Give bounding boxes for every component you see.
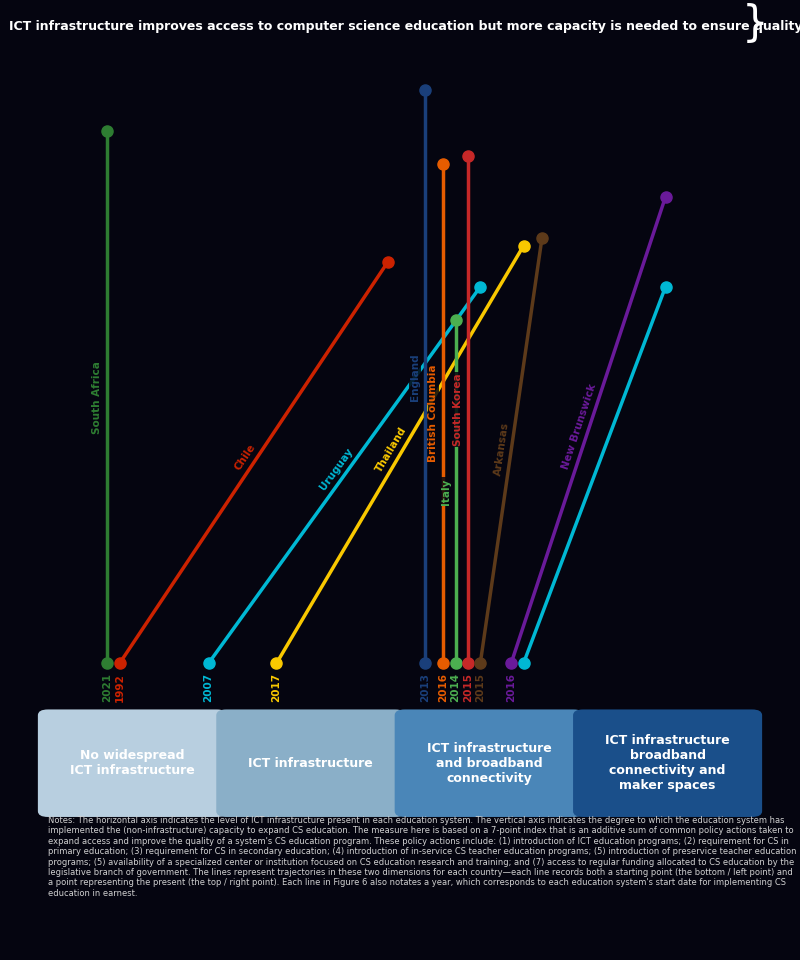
Text: ICT infrastructure
and broadband
connectivity: ICT infrastructure and broadband connect… — [427, 742, 551, 784]
Text: 2015: 2015 — [475, 673, 486, 702]
FancyBboxPatch shape — [394, 709, 584, 817]
Text: South Korea: South Korea — [453, 373, 463, 445]
Text: 2014: 2014 — [450, 673, 461, 702]
Text: 1992: 1992 — [114, 673, 125, 702]
FancyBboxPatch shape — [216, 709, 406, 817]
Text: 2013: 2013 — [420, 673, 430, 702]
FancyBboxPatch shape — [38, 709, 227, 817]
Text: Arkansas: Arkansas — [493, 421, 510, 476]
Text: 2007: 2007 — [203, 673, 214, 702]
Text: British Columbia: British Columbia — [429, 365, 438, 463]
Text: South Africa: South Africa — [93, 361, 102, 434]
Text: Thailand: Thailand — [374, 425, 409, 474]
FancyBboxPatch shape — [573, 709, 762, 817]
Text: Uruguay: Uruguay — [318, 446, 355, 492]
Text: 2016: 2016 — [438, 673, 448, 702]
Text: England: England — [410, 353, 420, 400]
Text: Chile: Chile — [233, 443, 258, 472]
Text: No widespread
ICT infrastructure: No widespread ICT infrastructure — [70, 749, 194, 778]
Text: Italy: Italy — [441, 478, 450, 505]
Text: ICT infrastructure
broadband
connectivity and
maker spaces: ICT infrastructure broadband connectivit… — [606, 734, 730, 792]
Text: New Brunswick: New Brunswick — [560, 383, 598, 471]
Text: 2021: 2021 — [102, 673, 112, 702]
Text: Notes: The horizontal axis indicates the level of ICT infrastructure present in : Notes: The horizontal axis indicates the… — [48, 816, 797, 898]
Text: ICT infrastructure: ICT infrastructure — [249, 756, 373, 770]
Text: }: } — [742, 3, 768, 45]
Text: 2016: 2016 — [506, 673, 516, 702]
Text: 2015: 2015 — [463, 673, 473, 702]
Text: 2017: 2017 — [271, 673, 282, 702]
Text: ICT infrastructure improves access to computer science education but more capaci: ICT infrastructure improves access to co… — [9, 20, 800, 34]
